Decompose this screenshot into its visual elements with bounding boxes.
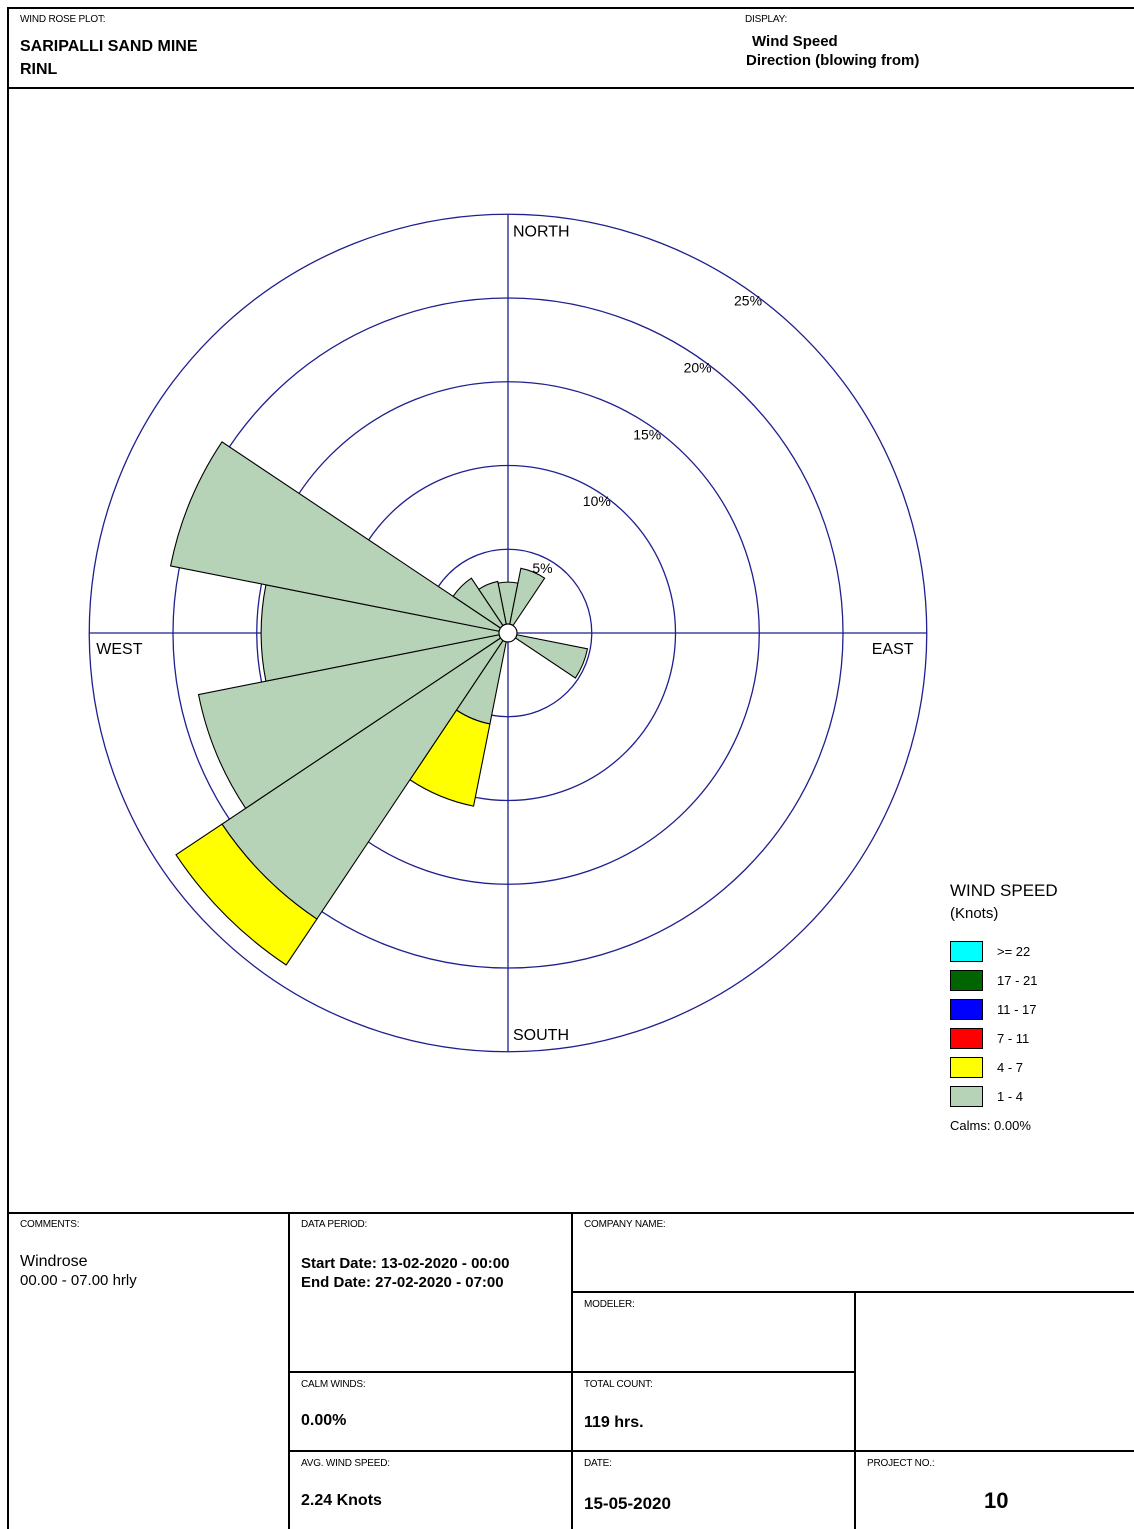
footer-divider xyxy=(7,1212,1134,1214)
legend-swatch xyxy=(950,940,983,962)
ring-label-15: 15% xyxy=(633,426,661,442)
footer-row-line-3 xyxy=(288,1450,1134,1452)
legend-swatch xyxy=(950,969,983,991)
footer-col-line-3 xyxy=(854,1291,856,1529)
comments-line2: 00.00 - 07.00 hrly xyxy=(20,1272,137,1289)
plot-title-line1: SARIPALLI SAND MINE xyxy=(20,38,198,55)
legend-swatch xyxy=(950,1085,983,1107)
display-line2: Direction (blowing from) xyxy=(746,52,920,69)
legend-swatch xyxy=(950,998,983,1020)
axis-label-east: EAST xyxy=(872,641,914,658)
project-value: 10 xyxy=(984,1488,1009,1513)
axis-label-south: SOUTH xyxy=(513,1027,569,1044)
company-caption: COMPANY NAME: xyxy=(584,1219,666,1230)
footer-col-line-1 xyxy=(288,1212,290,1529)
ring-label-5: 5% xyxy=(532,560,552,576)
page-frame xyxy=(7,7,1134,1529)
date-caption: DATE: xyxy=(584,1458,612,1469)
comments-line1: Windrose xyxy=(20,1253,88,1270)
legend-swatch xyxy=(950,1056,983,1078)
project-caption: PROJECT NO.: xyxy=(867,1458,935,1469)
data-period-caption: DATA PERIOD: xyxy=(301,1219,368,1230)
modeler-caption: MODELER: xyxy=(584,1299,635,1310)
end-date: End Date: 27-02-2020 - 07:00 xyxy=(301,1274,504,1291)
legend-label: 1 - 4 xyxy=(997,1088,1024,1104)
calm-circle xyxy=(498,623,518,643)
legend-label: 4 - 7 xyxy=(997,1059,1024,1075)
header-divider xyxy=(7,87,1134,89)
legend-entry: 4 - 7 xyxy=(950,1056,1023,1078)
legend-label: >= 22 xyxy=(997,943,1031,959)
ring-label-20: 20% xyxy=(684,359,712,375)
legend-entry: 1 - 4 xyxy=(950,1085,1023,1107)
petal-ese-1-4 xyxy=(514,634,589,679)
ring-label-25: 25% xyxy=(734,293,762,309)
footer-col-line-2 xyxy=(571,1212,573,1529)
legend-label: 11 - 17 xyxy=(997,1001,1037,1017)
ring-label-10: 10% xyxy=(583,493,611,509)
legend-units: (Knots) xyxy=(950,905,999,922)
legend-title: WIND SPEED xyxy=(950,881,1058,900)
legend-entry: >= 22 xyxy=(950,940,1030,962)
axis-label-west: WEST xyxy=(96,641,142,658)
legend-label: 7 - 11 xyxy=(997,1030,1030,1046)
calm-winds-caption: CALM WINDS: xyxy=(301,1379,366,1390)
legend-swatch xyxy=(950,1027,983,1049)
plot-caption: WIND ROSE PLOT: xyxy=(20,14,106,25)
total-count-value: 119 hrs. xyxy=(584,1414,644,1431)
date-value: 15-05-2020 xyxy=(584,1494,671,1513)
start-date: Start Date: 13-02-2020 - 00:00 xyxy=(301,1255,510,1272)
legend-entry: 7 - 11 xyxy=(950,1027,1029,1049)
footer-row-line-2 xyxy=(288,1371,856,1373)
legend-calms: Calms: 0.00% xyxy=(950,1118,1031,1133)
display-caption: DISPLAY: xyxy=(745,14,788,25)
avg-speed-caption: AVG. WIND SPEED: xyxy=(301,1458,390,1469)
display-line1: Wind Speed xyxy=(752,33,838,50)
legend-label: 17 - 21 xyxy=(997,972,1038,988)
petal-nne-1-4 xyxy=(509,567,546,627)
footer-row-line-1 xyxy=(571,1291,1134,1293)
comments-caption: COMMENTS: xyxy=(20,1219,80,1230)
plot-title-line2: RINL xyxy=(20,61,58,78)
avg-speed-value: 2.24 Knots xyxy=(301,1492,382,1509)
petal-sw-4-7 xyxy=(175,823,318,966)
legend-entry: 11 - 17 xyxy=(950,998,1037,1020)
legend-entry: 17 - 21 xyxy=(950,969,1037,991)
calm-winds-value: 0.00% xyxy=(301,1412,347,1429)
axis-label-north: NORTH xyxy=(513,223,570,240)
total-count-caption: TOTAL COUNT: xyxy=(584,1379,653,1390)
